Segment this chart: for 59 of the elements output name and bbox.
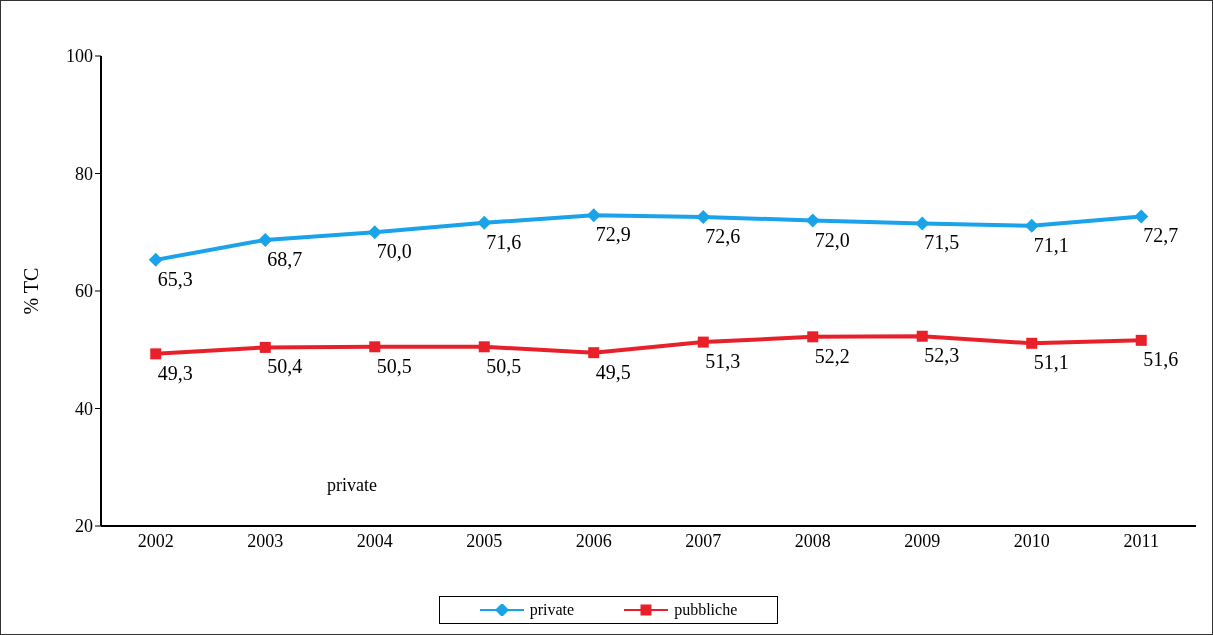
point xyxy=(478,341,490,353)
data-label: 71,1 xyxy=(1033,233,1069,256)
point xyxy=(259,341,271,353)
data-label: 50,5 xyxy=(376,354,412,377)
x-tick-label: 2006 xyxy=(575,530,612,551)
data-label: 72,0 xyxy=(814,228,850,251)
point xyxy=(807,331,819,343)
y-tick-label: 100 xyxy=(66,46,93,67)
point xyxy=(150,348,162,360)
x-tick-label: 2011 xyxy=(1123,530,1159,551)
y-axis-title: % TC xyxy=(20,267,43,315)
point xyxy=(1134,209,1149,224)
legend-label: private xyxy=(529,601,575,619)
point xyxy=(369,341,381,353)
data-label: 51,6 xyxy=(1143,348,1179,371)
data-label: 72,6 xyxy=(705,224,741,247)
x-tick-label: 2005 xyxy=(466,530,503,551)
data-label: 71,6 xyxy=(486,230,522,253)
x-tick-label: 2007 xyxy=(685,530,722,551)
x-tick-label: 2003 xyxy=(247,530,284,551)
annotation: private xyxy=(327,475,377,496)
data-label: 50,4 xyxy=(267,355,303,378)
point xyxy=(697,336,709,348)
legend-label: pubbliche xyxy=(674,601,738,619)
data-label: 71,5 xyxy=(924,231,960,254)
data-label: 51,1 xyxy=(1033,351,1069,374)
data-label: 72,9 xyxy=(595,223,631,246)
data-label: 65,3 xyxy=(157,267,193,290)
data-label: 50,5 xyxy=(486,354,522,377)
y-tick-label: 20 xyxy=(75,516,93,537)
x-tick-label: 2002 xyxy=(137,530,174,551)
point xyxy=(477,215,492,230)
x-tick-label: 2009 xyxy=(904,530,941,551)
data-label: 52,3 xyxy=(924,344,960,367)
point xyxy=(696,209,711,224)
point xyxy=(915,216,930,231)
point xyxy=(367,225,382,240)
point xyxy=(258,232,273,247)
point xyxy=(588,347,600,359)
point xyxy=(805,213,820,228)
point xyxy=(1135,334,1147,346)
point xyxy=(148,252,163,267)
data-label: 72,7 xyxy=(1143,224,1179,247)
data-label: 52,2 xyxy=(814,344,850,367)
y-tick-label: 60 xyxy=(75,281,93,302)
x-tick-label: 2010 xyxy=(1013,530,1050,551)
x-tick-label: 2008 xyxy=(794,530,831,551)
data-label: 51,3 xyxy=(705,350,741,373)
data-label: 70,0 xyxy=(376,240,412,263)
data-label: 49,5 xyxy=(595,360,631,383)
point xyxy=(586,208,601,223)
x-tick-label: 2004 xyxy=(356,530,393,551)
point xyxy=(1024,218,1039,233)
point xyxy=(1026,337,1038,349)
y-tick-label: 80 xyxy=(75,163,93,184)
y-tick-label: 40 xyxy=(75,398,93,419)
data-label: 49,3 xyxy=(157,361,193,384)
point xyxy=(916,330,928,342)
data-label: 68,7 xyxy=(267,247,303,270)
